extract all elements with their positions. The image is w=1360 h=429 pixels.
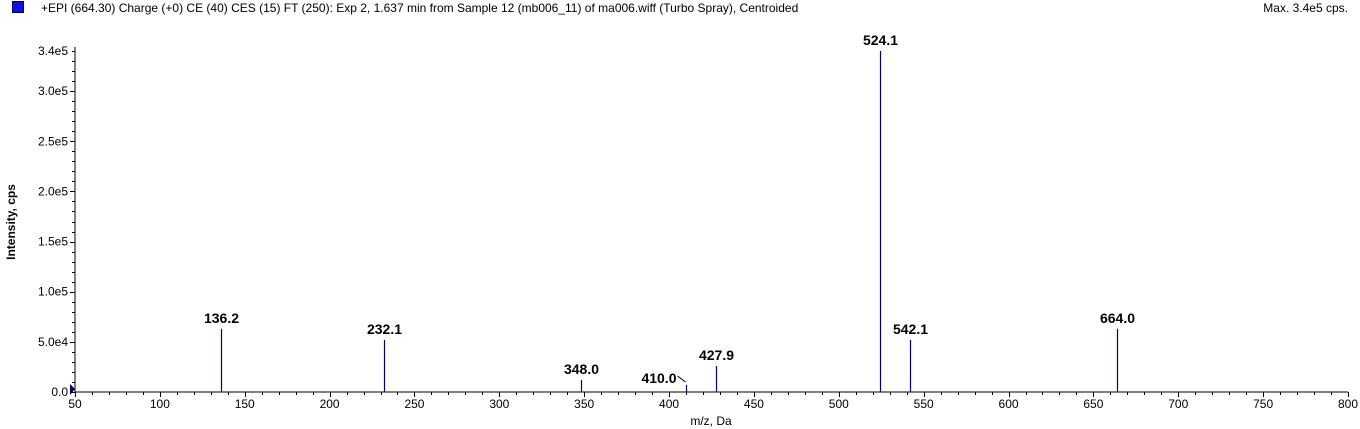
peak-label: 664.0 <box>1100 310 1135 326</box>
x-tick-label: 650 <box>1083 397 1103 411</box>
y-tick-label: 2.5e5 <box>38 134 68 148</box>
x-tick-label: 50 <box>68 397 82 411</box>
x-axis-title: m/z, Da <box>690 414 732 428</box>
chart-peaks <box>220 51 1119 392</box>
origin-marker <box>70 384 75 395</box>
x-tick-label: 750 <box>1253 397 1273 411</box>
chart-header: +EPI (664.30) Charge (+0) CE (40) CES (1… <box>0 0 1360 18</box>
x-tick-label: 200 <box>320 397 340 411</box>
x-tick-label: 800 <box>1338 397 1358 411</box>
peak-label: 427.9 <box>699 347 734 363</box>
peak-label: 348.0 <box>564 361 599 377</box>
x-tick-label: 350 <box>574 397 594 411</box>
x-tick-label: 450 <box>744 397 764 411</box>
x-tick-label: 150 <box>235 397 255 411</box>
chart-peak-labels: 136.2 232.1 348.0 410.0 427.9 524.1 542.1 664.0 <box>204 32 1135 386</box>
x-tick-label: 550 <box>914 397 934 411</box>
y-tick-label: 1.0e5 <box>38 285 68 299</box>
x-tick-label: 500 <box>829 397 849 411</box>
max-intensity-label: Max. 3.4e5 cps. <box>1263 1 1348 15</box>
y-tick-label: 3.4e5 <box>38 44 68 58</box>
peak-label: 410.0 <box>641 370 676 386</box>
chart-title: +EPI (664.30) Charge (+0) CE (40) CES (1… <box>41 1 799 15</box>
x-tick-label: 100 <box>150 397 170 411</box>
peak-label: 524.1 <box>863 32 898 48</box>
peak-label-leader <box>677 375 686 383</box>
y-tick-label: 3.0e5 <box>38 84 68 98</box>
series-color-swatch <box>12 1 24 13</box>
y-tick-label: 1.5e5 <box>38 235 68 249</box>
x-tick-label: 700 <box>1168 397 1188 411</box>
x-tick-label: 300 <box>489 397 509 411</box>
y-tick-label: 2.0e5 <box>38 184 68 198</box>
y-tick-label: 5.0e4 <box>38 335 68 349</box>
y-tick-label: 0.0 <box>51 385 68 399</box>
x-tick-label: 250 <box>404 397 424 411</box>
peak-label: 232.1 <box>367 321 402 337</box>
x-tick-label: 400 <box>659 397 679 411</box>
y-axis-title: Intensity, cps <box>4 184 18 260</box>
peak-label: 136.2 <box>204 310 239 326</box>
x-tick-label: 600 <box>999 397 1019 411</box>
chart-axes: 50 100 150 200 250 300 350 400 450 500 550 600 650 70… <box>38 44 1358 411</box>
peak-label: 542.1 <box>893 321 928 337</box>
